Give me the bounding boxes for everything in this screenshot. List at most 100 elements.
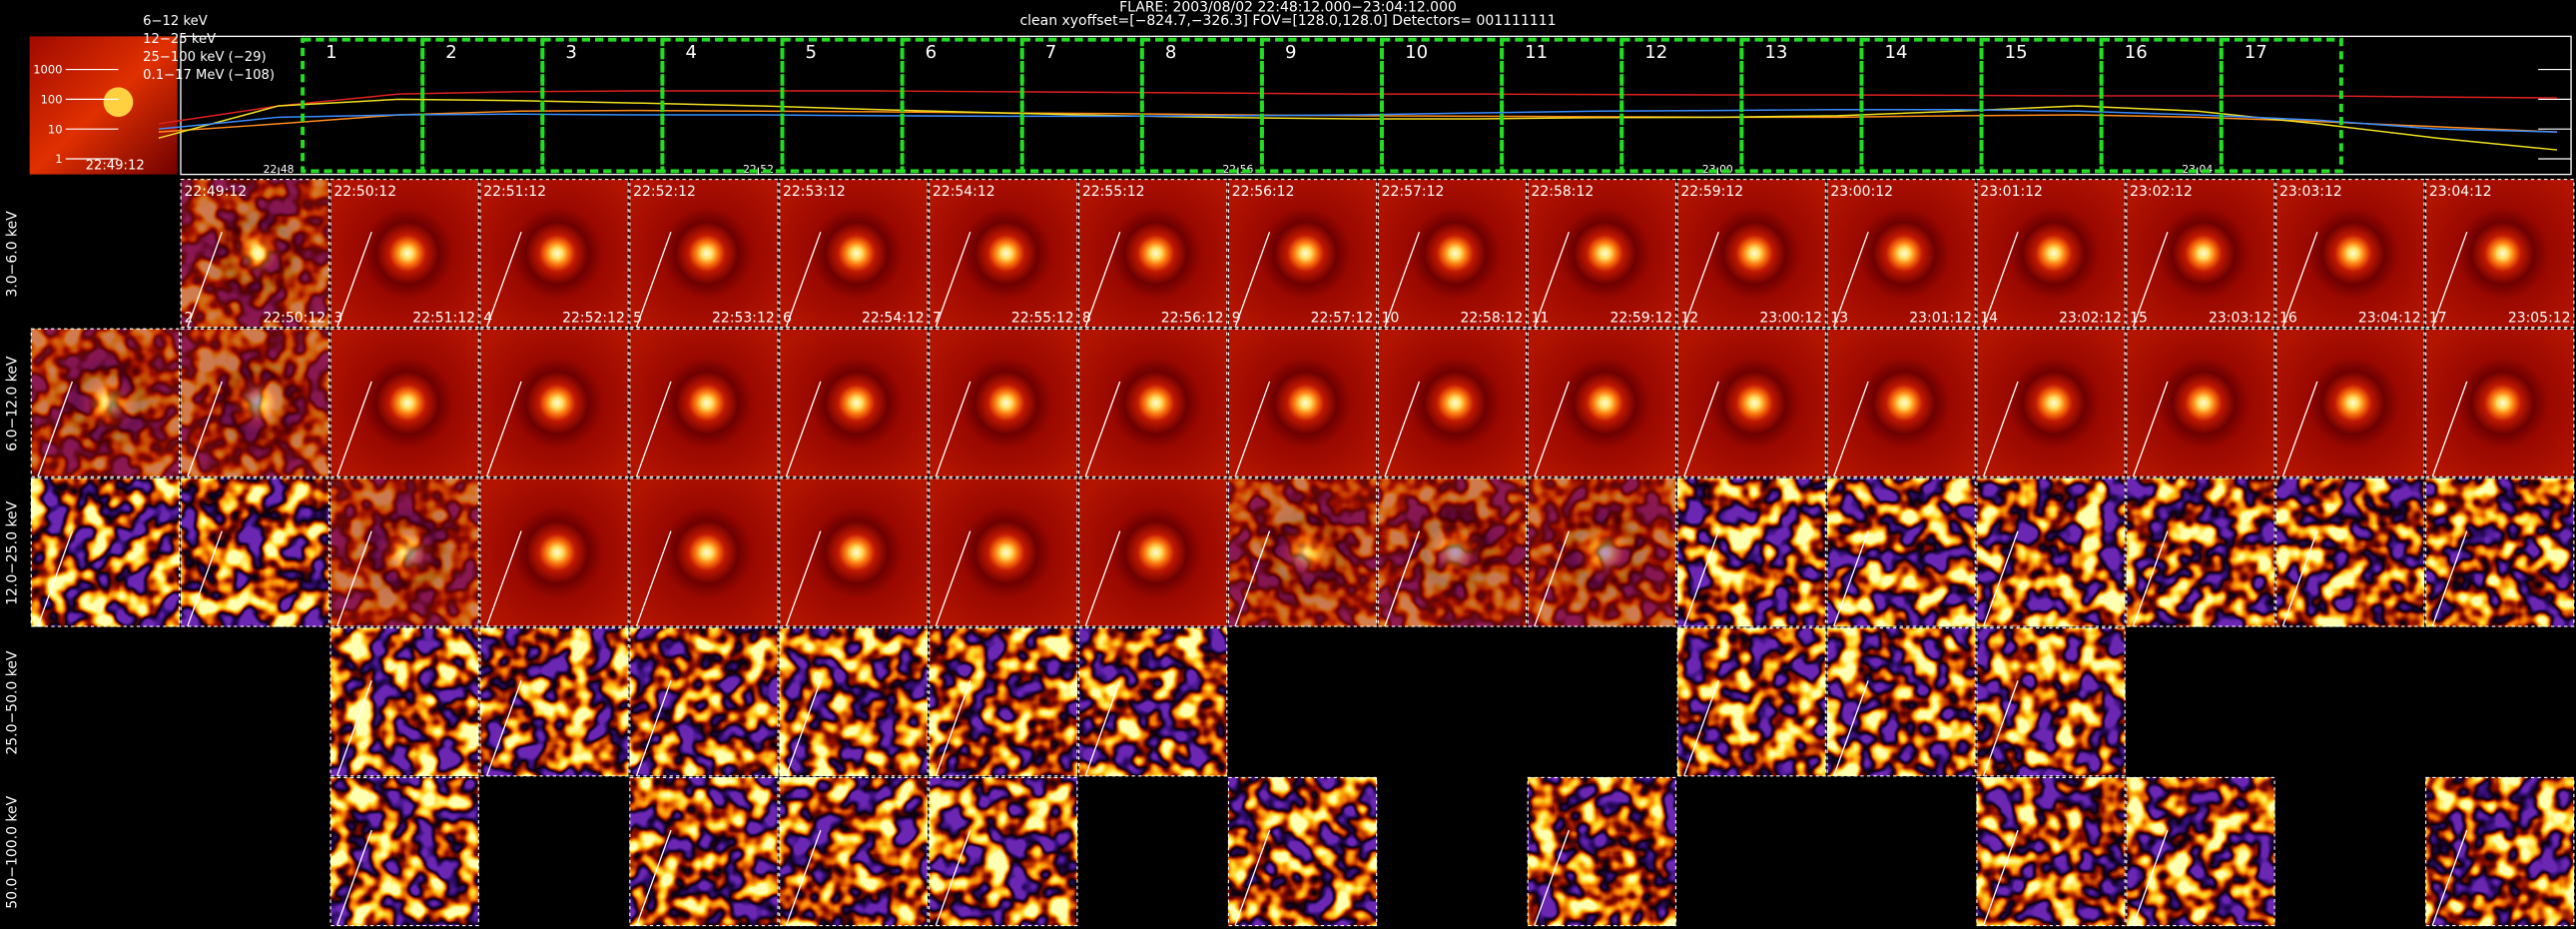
cell-number: 6: [783, 311, 792, 327]
source-image: [1528, 179, 1676, 328]
limb-line: [336, 530, 372, 627]
source-image: [779, 477, 928, 627]
interval-number: 5: [806, 42, 818, 63]
cell-border: [2425, 477, 2575, 627]
source-image: [1677, 179, 1826, 328]
cell-number: 14: [1980, 311, 1998, 327]
cell-number: 10: [1382, 311, 1400, 327]
noise-image: [181, 179, 329, 328]
cell-start-time: 23:03:12: [2279, 184, 2342, 200]
cell-border: [929, 627, 1078, 777]
limb-line: [1384, 231, 1421, 328]
limb-line: [635, 680, 672, 777]
cell-border: [779, 477, 929, 627]
source-image: [929, 179, 1077, 328]
cell-border: [1826, 627, 1976, 777]
cell-number: 7: [933, 311, 942, 327]
source-image: [1378, 329, 1527, 477]
y-tick-label: 100: [41, 92, 63, 106]
cell-number: 16: [2279, 311, 2297, 327]
cell-border: [1227, 776, 1378, 927]
source-image: [1078, 329, 1227, 477]
cell-end-time: 22:59:12: [1610, 311, 1672, 327]
interval-number: 9: [1285, 42, 1297, 63]
cell-start-time: 22:58:12: [1532, 184, 1595, 200]
limb-line: [1384, 381, 1421, 477]
noise-image: [2425, 777, 2574, 926]
noise-image: [181, 329, 329, 477]
cell-start-time: 23:04:12: [2429, 184, 2492, 200]
interval-number: 1: [325, 42, 337, 63]
limb-line: [785, 381, 822, 477]
cell-border: [1826, 178, 1976, 329]
interval-number: 4: [685, 42, 697, 63]
cell-start-time: 22:53:12: [783, 184, 846, 200]
cell-border: [779, 178, 929, 329]
cell-border: [2425, 776, 2575, 927]
source-image: [479, 329, 629, 477]
y-tick-label: 1000: [33, 63, 62, 77]
noise-image: [2126, 477, 2275, 627]
lightcurve-line: [158, 109, 2558, 133]
legend-entry: 6−12 keV: [143, 14, 208, 29]
y-tick-label: 10: [48, 122, 63, 136]
cell-number: 17: [2429, 311, 2447, 327]
source-image: [629, 329, 779, 477]
limb-line: [485, 680, 522, 777]
y-tick-label: 1: [55, 152, 62, 166]
source-image: [929, 329, 1077, 477]
source-image: [1976, 329, 2126, 477]
noise-image: [1976, 477, 2126, 627]
cell-border: [1976, 776, 2126, 927]
limb-line: [1832, 680, 1869, 777]
cell-number: 4: [483, 311, 492, 327]
cell-border: [929, 776, 1078, 927]
noise-image: [1677, 477, 1826, 627]
source-image: [2275, 329, 2424, 477]
cell-border: [2275, 328, 2425, 477]
limb-line: [1683, 680, 1719, 777]
cell-border: [1676, 477, 1826, 627]
cell-border: [2126, 178, 2275, 329]
cell-border: [779, 627, 929, 777]
interval-box: [2219, 37, 2343, 174]
interval-number: 8: [1165, 42, 1177, 63]
noise-image: [629, 777, 779, 926]
cell-start-time: 22:50:12: [333, 184, 396, 200]
cell-start-time: 23:02:12: [2130, 184, 2193, 200]
noise-image: [1976, 777, 2126, 926]
cell-border: [180, 328, 329, 477]
cell-border: [1077, 627, 1228, 777]
interval-number: 14: [1884, 42, 1907, 63]
noise-image: [1528, 477, 1676, 627]
limb-line: [1982, 829, 2019, 926]
limb-line: [1234, 381, 1271, 477]
noise-image: [330, 477, 479, 627]
interval-number: 13: [1764, 42, 1787, 63]
limb-line: [1084, 680, 1121, 777]
noise-image: [1976, 627, 2126, 776]
source-image: [1528, 329, 1676, 477]
limb-line: [1234, 231, 1271, 328]
cell-border: [30, 477, 181, 627]
cell-end-time: 22:54:12: [862, 311, 925, 327]
source-image: [2126, 329, 2275, 477]
cell-end-time: 22:52:12: [562, 311, 625, 327]
limb-line: [336, 381, 372, 477]
interval-number: 15: [2005, 42, 2028, 63]
limb-line: [1832, 530, 1869, 627]
cell-end-time: 22:55:12: [1011, 311, 1074, 327]
cell-border: [1077, 328, 1228, 477]
cell-start-time: 23:00:12: [1830, 184, 1893, 200]
limb-line: [37, 530, 74, 627]
limb-line: [785, 530, 822, 627]
cell-start-time: 22:56:12: [1232, 184, 1295, 200]
cell-border: [629, 776, 779, 927]
limb-line: [1234, 530, 1271, 627]
cell-number: 8: [1082, 311, 1091, 327]
cell-border: [1227, 477, 1378, 627]
cell-border: [1077, 178, 1228, 329]
interval-number: 6: [926, 42, 938, 63]
energy-band-label: 12.0−25.0 keV: [4, 500, 20, 605]
